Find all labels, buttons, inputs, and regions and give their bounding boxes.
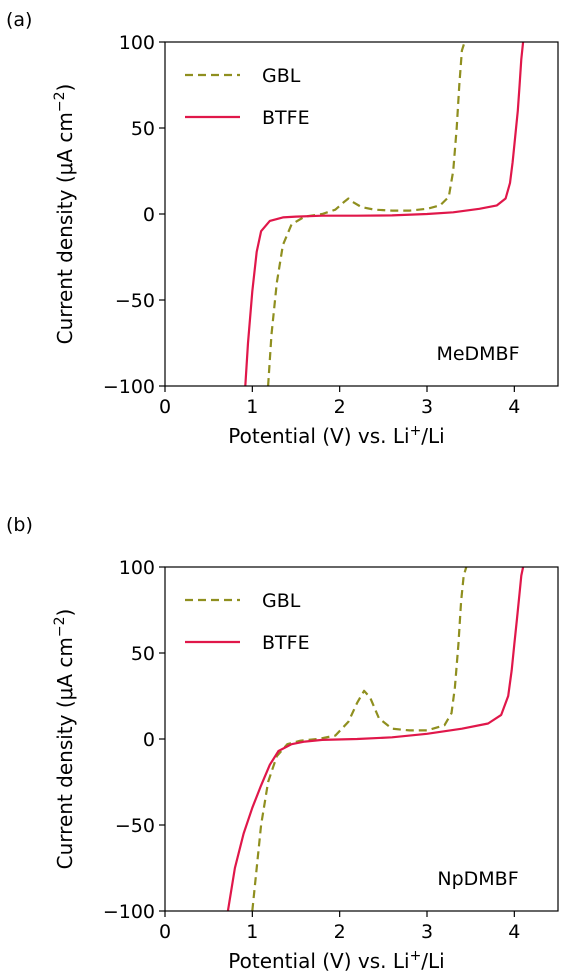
y-tick-label: 0 <box>143 729 155 751</box>
legend-label-btfe: BTFE <box>262 632 310 654</box>
series-line-btfe <box>244 42 525 386</box>
x-tick-label: 3 <box>421 396 433 418</box>
series-line-gbl <box>251 567 468 911</box>
x-tick-label: 4 <box>508 921 520 943</box>
chart-panel-0: (a) 0 1 2 3 4 100 50 0 −50 −100 Potential (V) vs. L… <box>6 9 559 448</box>
y-axis-label: Current density (μA cm−2) <box>52 609 77 870</box>
x-tick-label: 1 <box>246 921 258 943</box>
y-tick-label: 0 <box>143 204 155 226</box>
y-tick-label: 100 <box>119 557 155 579</box>
y-tick-label: −50 <box>115 815 155 837</box>
x-tick-label: 2 <box>334 396 346 418</box>
panel-label: (a) <box>6 9 32 31</box>
panel-label: (b) <box>6 514 33 536</box>
y-tick-label: −100 <box>103 376 155 398</box>
series-line-gbl <box>267 42 466 386</box>
x-axis-label: Potential (V) vs. Li+/Li <box>228 423 444 448</box>
y-tick-label: 50 <box>131 118 155 140</box>
x-tick-label: 3 <box>421 921 433 943</box>
sample-annotation: MeDMBF <box>436 343 519 365</box>
x-tick-label: 0 <box>159 921 171 943</box>
chart-panel-1: (b) 0 1 2 3 4 100 50 0 −50 −100 Potential (V) vs. L… <box>6 514 559 973</box>
legend-label-gbl: GBL <box>262 65 301 87</box>
y-tick-label: 50 <box>131 643 155 665</box>
x-tick-label: 1 <box>246 396 258 418</box>
x-axis-label: Potential (V) vs. Li+/Li <box>228 948 444 973</box>
y-tick-label: −50 <box>115 290 155 312</box>
y-tick-label: −100 <box>103 901 155 923</box>
y-axis-label: Current density (μA cm−2) <box>52 84 77 345</box>
x-tick-label: 4 <box>508 396 520 418</box>
plot-frame <box>164 41 559 387</box>
legend-label-btfe: BTFE <box>262 107 310 129</box>
legend-label-gbl: GBL <box>262 590 301 612</box>
x-tick-label: 0 <box>159 396 171 418</box>
x-tick-label: 2 <box>334 921 346 943</box>
sample-annotation: NpDMBF <box>437 868 518 890</box>
series-line-btfe <box>226 567 525 911</box>
y-tick-label: 100 <box>119 32 155 54</box>
